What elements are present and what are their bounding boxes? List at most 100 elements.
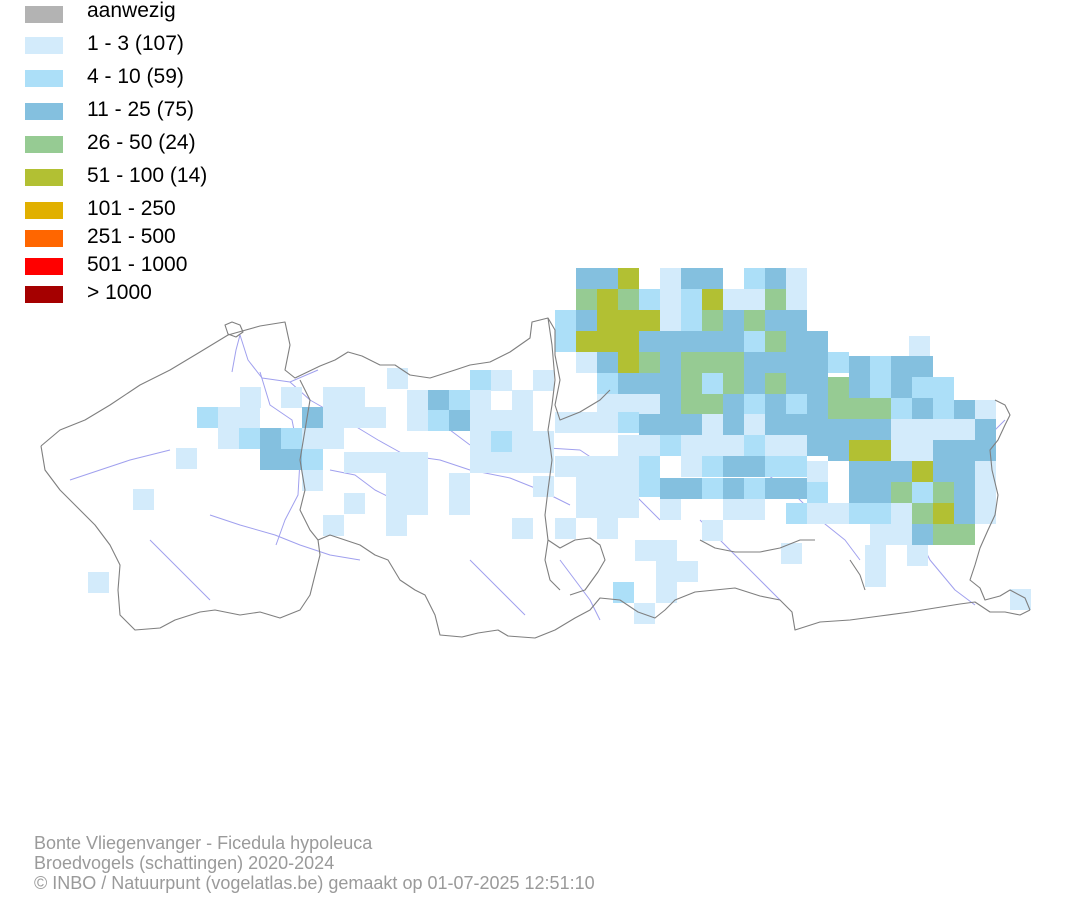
region-border [40,317,611,447]
grid-cell [639,352,660,373]
grid-cell [744,394,765,415]
grid-cell [407,390,428,411]
legend-swatch [25,169,63,186]
grid-cell [786,373,807,394]
legend-item-501-1000: 501 - 1000 [0,254,260,280]
river-line [329,469,396,501]
river-line [559,559,601,621]
grid-cell [681,478,702,499]
grid-cell [407,494,428,515]
grid-cell [618,497,639,518]
grid-cell [344,493,365,514]
grid-cell [555,518,576,539]
borders-layer [40,317,1031,639]
grid-cell [681,352,702,373]
province-border [547,537,606,596]
grid-cell [491,410,512,431]
grid-cell [656,561,677,582]
grid-cell [576,331,597,352]
grid-cell [870,419,891,440]
grid-cell [744,414,765,435]
grid-cell [344,387,365,408]
grid-cell [618,331,639,352]
grid-cell [909,336,930,357]
grid-cell [323,515,344,536]
province-border [849,559,866,591]
grid-cell [744,268,765,289]
grid-cell [891,524,912,545]
grid-cell [723,331,744,352]
grid-cell [681,414,702,435]
grid-cell [807,435,828,456]
grid-cell [954,400,975,421]
grid-cell [744,331,765,352]
grid-cell [723,499,744,520]
legend-swatch [25,258,63,275]
grid-cell [744,456,765,477]
grid-cell [681,268,702,289]
grid-cell [907,545,928,566]
legend-label: 251 - 500 [87,225,176,248]
grid-cell [870,461,891,482]
grid-cell [491,452,512,473]
grid-cell [323,428,344,449]
grid-cell [681,373,702,394]
credit-line: © INBO / Natuurpunt (vogelatlas.be) gema… [34,873,595,893]
grid-cell [723,373,744,394]
river-line [69,449,171,481]
grid-cell [386,494,407,515]
grid-cell [555,310,576,331]
grid-cell [618,310,639,331]
grid-cell [891,503,912,524]
grid-cell [576,476,597,497]
grid-cell [849,440,870,461]
grid-cell [197,407,218,428]
grid-cell [597,331,618,352]
grid-cell [912,503,933,524]
grid-cell [533,476,554,497]
grid-cell [449,494,470,515]
legend-item-51-100: 51 - 100 (14) [0,165,260,191]
grid-cell [576,497,597,518]
grid-cell [723,435,744,456]
grid-cell [828,419,849,440]
grid-cell [744,499,765,520]
grid-cell [681,331,702,352]
grid-cell [786,456,807,477]
grid-cell [702,435,723,456]
grid-cell [702,352,723,373]
legend-label: 1 - 3 (107) [87,32,184,55]
grid-cell [786,503,807,524]
grid-cell [618,394,639,415]
legend-swatch [25,136,63,153]
grid-cell [849,377,870,398]
grid-cell [933,524,954,545]
grid-cells-layer [88,268,1031,624]
grid-cell [660,268,681,289]
river-line [209,514,361,561]
grid-cell [765,331,786,352]
grid-cell [533,370,554,391]
grid-cell [702,456,723,477]
grid-cell [975,400,996,421]
grid-cell [786,478,807,499]
grid-cell [618,412,639,433]
legend-swatch [25,286,63,303]
grid-cell [723,414,744,435]
grid-cell [865,545,886,566]
grid-cell [786,352,807,373]
grid-cell [765,394,786,415]
grid-cell [954,503,975,524]
grid-cell [807,373,828,394]
grid-cell [681,310,702,331]
grid-cell [723,289,744,310]
grid-cell [533,452,554,473]
grid-cell [723,310,744,331]
grid-cell [407,410,428,431]
grid-cell [786,268,807,289]
river-line [239,334,319,383]
grid-cell [597,497,618,518]
grid-cell [828,503,849,524]
grid-cell [576,456,597,477]
grid-cell [723,394,744,415]
